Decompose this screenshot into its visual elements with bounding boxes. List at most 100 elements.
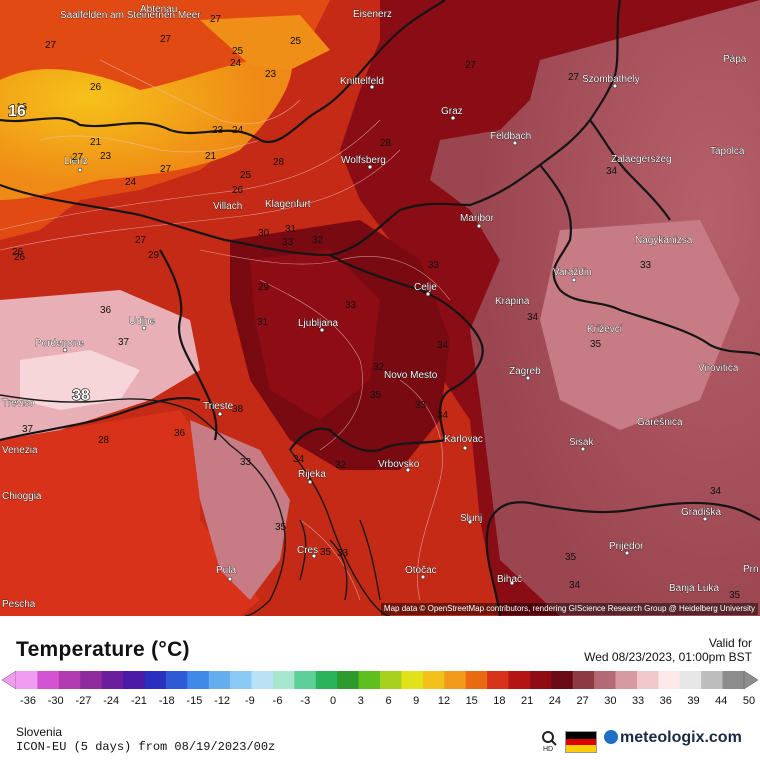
isotherm-value: 37 xyxy=(118,337,130,348)
isotherm-value: 31 xyxy=(257,317,269,328)
colorbar-swatch xyxy=(101,671,124,689)
city-papa: Pápa xyxy=(723,54,747,66)
map-attribution: Map data © OpenStreetMap contributors, r… xyxy=(380,603,758,615)
brand-logo[interactable]: meteologix.com xyxy=(604,729,742,747)
colorbar-tick-label: 12 xyxy=(437,695,451,707)
colorbar-swatch xyxy=(679,671,702,689)
isotherm-value: 34 xyxy=(437,410,449,421)
svg-text:Vrbovsko: Vrbovsko xyxy=(378,459,420,470)
isotherm-value: 26 xyxy=(14,252,26,263)
hd-magnifier-icon[interactable]: HD xyxy=(540,730,560,752)
colorbar-tick-label: 3 xyxy=(357,695,364,707)
valid-for-label: Valid for xyxy=(708,636,752,650)
isotherm-value: 33 xyxy=(428,260,440,271)
svg-text:Banja Luka: Banja Luka xyxy=(669,583,719,594)
isotherm-value: 23 xyxy=(212,125,224,136)
temperature-map[interactable]: Saalfelden am Steinernen Meer Abtenau Ei… xyxy=(0,0,760,616)
city-prijedor: Prijedor xyxy=(609,541,644,556)
colorbar-swatch xyxy=(508,671,531,689)
city-knittelfeld: Knittelfeld xyxy=(340,76,384,90)
colorbar-tick-label: -3 xyxy=(300,695,311,707)
svg-text:Zagreb: Zagreb xyxy=(509,366,541,377)
city-rijeka: Rijeka xyxy=(298,469,327,485)
svg-text:Sisak: Sisak xyxy=(569,437,594,448)
isotherm-value: 35 xyxy=(320,547,332,558)
svg-text:Trieste: Trieste xyxy=(203,401,234,412)
color-scale-bar xyxy=(2,670,758,690)
colorbar-swatch xyxy=(187,671,210,689)
city-ljubljana: Ljubljana xyxy=(298,318,339,333)
zone-istria xyxy=(190,420,290,600)
svg-text:Wolfsberg: Wolfsberg xyxy=(341,155,386,166)
colorbar-swatch xyxy=(358,671,381,689)
zone-pink-light xyxy=(540,220,740,430)
isotherm-value: 36 xyxy=(100,305,112,316)
svg-text:Eisenerz: Eisenerz xyxy=(353,9,392,20)
svg-text:Treviso: Treviso xyxy=(2,398,35,409)
svg-text:Feldbach: Feldbach xyxy=(490,131,531,142)
city-klagenfurt: Klagenfurt xyxy=(265,199,311,211)
colorbar-swatch xyxy=(636,671,659,689)
colorbar-swatch xyxy=(615,671,638,689)
svg-text:Ljubljana: Ljubljana xyxy=(298,318,338,329)
svg-text:Venezia: Venezia xyxy=(2,445,38,456)
isotherm-value: 27 xyxy=(568,72,580,83)
isotherm-value: 26 xyxy=(90,82,102,93)
colorbar-swatch xyxy=(551,671,574,689)
colorbar-tick-label: -24 xyxy=(103,695,120,707)
isotherm-value: 27 xyxy=(45,40,57,51)
colorbar-tick-label: 24 xyxy=(548,695,561,707)
city-otocac: Otočac xyxy=(405,565,437,580)
city-slunj: Slunj xyxy=(460,513,483,525)
svg-text:Otočac: Otočac xyxy=(405,565,437,576)
isotherm-lines xyxy=(0,59,451,601)
city-graz: Graz xyxy=(441,106,463,121)
colorbar-swatch xyxy=(722,671,745,689)
colorbar-swatch xyxy=(444,671,467,689)
isotherm-value: 34 xyxy=(710,486,722,497)
isotherm-value: 27 xyxy=(160,164,172,175)
colorbar-tick-label: -30 xyxy=(47,695,64,707)
city-maribor: Maribor xyxy=(460,213,495,229)
colorbar-swatch xyxy=(123,671,145,689)
germany-flag-icon[interactable] xyxy=(565,731,597,753)
city-nagykanizsa: Nagykanizsa xyxy=(635,235,693,247)
city-banja-luka: Banja Luka xyxy=(669,583,720,595)
svg-text:Krapina: Krapina xyxy=(495,296,530,307)
colorbar-tick-label: 9 xyxy=(413,695,420,707)
colorbar-swatch xyxy=(422,671,445,689)
city-trieste: Trieste xyxy=(203,401,234,417)
city-bihac: Bihać xyxy=(497,574,523,586)
city-villach: Villach xyxy=(213,201,243,213)
svg-text:Novo Mesto: Novo Mesto xyxy=(384,370,438,381)
zone-adriatic xyxy=(0,410,260,616)
isotherm-value: 34 xyxy=(569,580,581,591)
isotherm-value: 33 xyxy=(337,548,349,559)
isotherm-value: 24 xyxy=(230,58,242,69)
zone-white-hot xyxy=(20,350,140,410)
flag-stripe-3 xyxy=(566,745,596,752)
colorbar-low-arrow xyxy=(2,670,17,690)
city-venezia: Venezia xyxy=(2,445,39,457)
city-zagreb: Zagreb xyxy=(509,366,541,381)
city-krizevci: Križevci xyxy=(587,324,623,336)
isotherm-value: 35 xyxy=(729,590,741,601)
svg-text:Garešnica: Garešnica xyxy=(637,417,683,428)
isotherm-value: 23 xyxy=(265,69,277,80)
city-cres: Cres xyxy=(297,545,318,559)
hot-spot-label: 38 xyxy=(72,387,90,404)
svg-text:Abtenau: Abtenau xyxy=(140,4,177,15)
isotherm-value: 24 xyxy=(125,177,137,188)
city-zalaegerszeg: Zalaegerszeg xyxy=(611,154,672,166)
svg-text:Lienz: Lienz xyxy=(64,156,88,167)
svg-text:Pula: Pula xyxy=(216,565,236,576)
colorbar-tick-label: -36 xyxy=(20,695,36,707)
colorbar-swatch xyxy=(144,671,167,689)
colorbar-swatch xyxy=(465,671,488,689)
colorbar-tick-label: -21 xyxy=(130,695,147,707)
isotherm-value: 33 xyxy=(282,237,294,248)
region-name: Slovenia xyxy=(16,725,63,739)
svg-text:Prn: Prn xyxy=(743,564,759,575)
isotherm-value: 24 xyxy=(232,125,244,136)
isotherm-value: 27 xyxy=(72,152,84,163)
